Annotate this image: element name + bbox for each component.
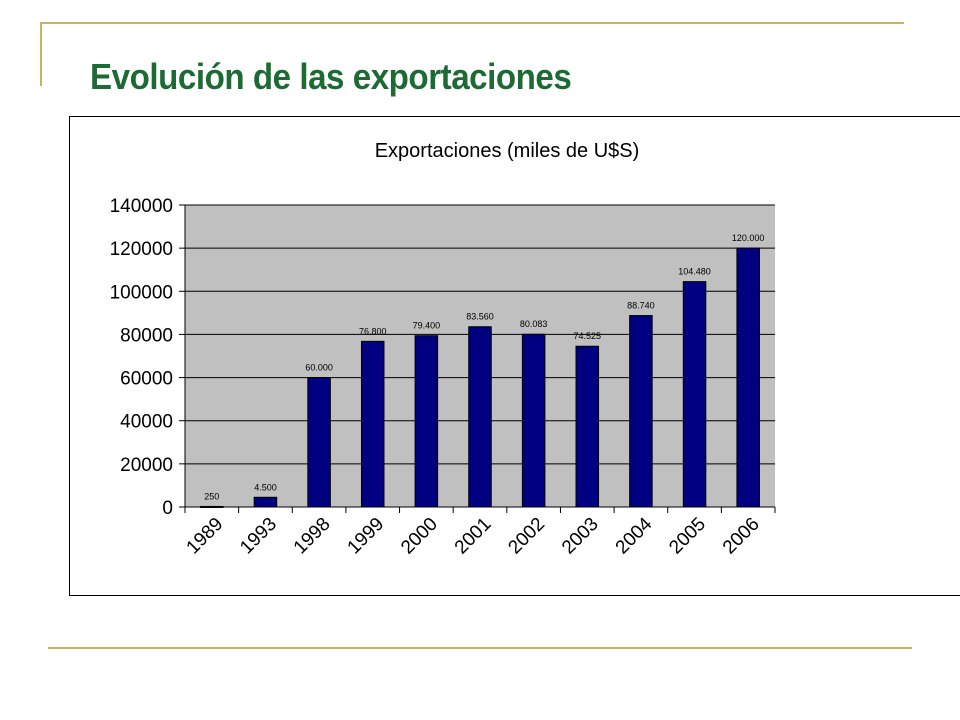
bar — [629, 315, 653, 508]
x-tick-label: 2003 — [558, 514, 603, 559]
bar — [521, 333, 546, 508]
x-tick-label: 2004 — [612, 513, 657, 558]
bar — [414, 335, 439, 508]
y-tick-label: 140000 — [110, 196, 173, 217]
x-tick-label: 2001 — [451, 514, 496, 559]
x-tick-label: 2005 — [665, 514, 710, 559]
chart-title: Exportaciones (miles de U$S) — [375, 140, 640, 162]
bar — [468, 326, 492, 508]
x-tick-label: 2002 — [504, 514, 549, 559]
data-label: 88.740 — [627, 301, 655, 311]
chart-frame: Exportaciones (miles de U$S) 0 20000 40000… — [69, 116, 960, 596]
data-label: 250 — [204, 491, 219, 501]
x-tick-label: 1999 — [344, 514, 389, 559]
data-label: 74.525 — [574, 331, 602, 341]
bottom-rule — [48, 647, 912, 649]
data-label: 83.560 — [466, 312, 494, 322]
data-label: 76.800 — [359, 326, 387, 336]
data-label: 4.500 — [254, 482, 277, 492]
y-tick-label: 20000 — [120, 455, 173, 476]
bar — [360, 340, 385, 508]
x-tick-label: 2000 — [397, 514, 442, 559]
bar — [307, 377, 331, 508]
x-tick-label: 1993 — [236, 514, 281, 559]
data-label: 104.480 — [678, 267, 711, 277]
y-tick-label: 60000 — [120, 369, 173, 390]
y-tick-label: 0 — [162, 498, 173, 519]
x-tick-label: 1989 — [183, 514, 228, 559]
bar-chart: Exportaciones (miles de U$S) 0 20000 40000… — [110, 140, 776, 559]
top-rule — [40, 22, 904, 24]
x-tick-label: 2006 — [719, 514, 764, 559]
data-label: 60.000 — [305, 363, 333, 373]
y-tick-label: 80000 — [120, 325, 173, 346]
y-tick-label: 40000 — [120, 412, 173, 433]
bar — [736, 247, 760, 508]
y-tick-label: 120000 — [110, 239, 173, 260]
bar — [575, 345, 600, 508]
left-rule — [40, 22, 42, 86]
y-tick-label: 100000 — [110, 282, 173, 303]
data-label: 79.400 — [413, 321, 441, 331]
x-tick-label: 1998 — [290, 514, 335, 559]
bar — [682, 281, 707, 508]
data-label: 80.083 — [520, 319, 548, 329]
bar — [200, 505, 224, 508]
bar — [253, 496, 278, 508]
data-label: 120.000 — [732, 233, 765, 243]
page-title: Evolución de las exportaciones — [90, 56, 572, 97]
